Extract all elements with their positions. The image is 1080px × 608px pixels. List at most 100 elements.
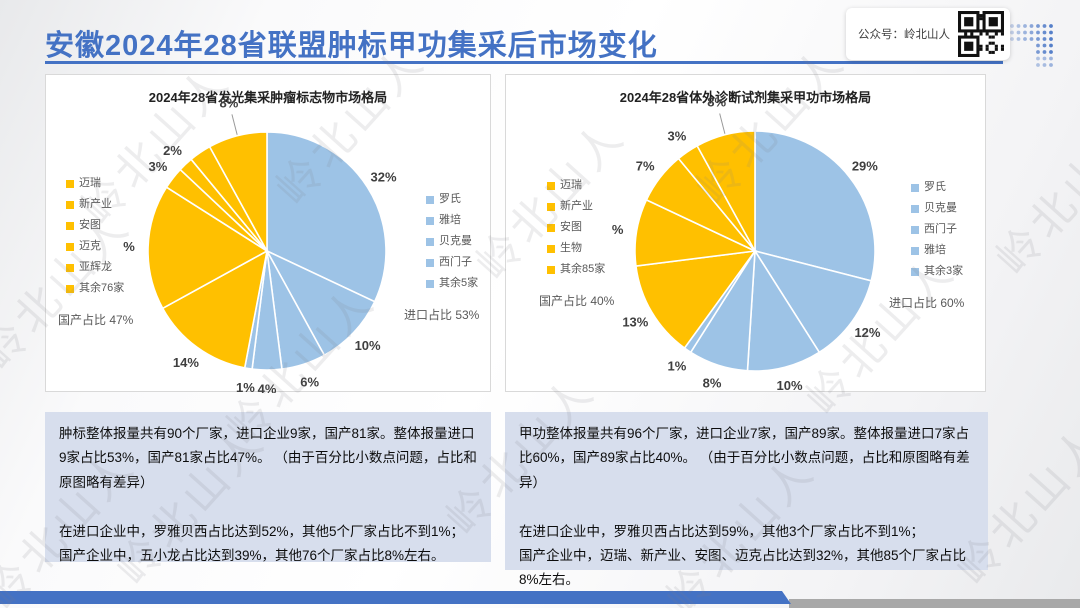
pie-chart-tumor-markers: 32% 10% 6% 4%1% 14%% 3%2% 8% <box>123 95 397 394</box>
pie-data-label: 8% <box>707 94 726 109</box>
pie-data-label: 1% <box>236 380 255 393</box>
legend-item-label: 其余85家 <box>560 263 606 275</box>
legend-domestic: 迈瑞 新产业 安图 迈克 亚辉龙 其余76家 国产占比 47% <box>58 177 133 328</box>
decoration-dot <box>1036 56 1040 61</box>
decoration-dot <box>1023 37 1027 41</box>
legend-item-新产业: 新产业 <box>58 198 133 211</box>
decoration-dot <box>1049 50 1053 54</box>
legend-swatch-icon <box>426 216 434 225</box>
decoration-dot <box>1036 43 1040 48</box>
decoration-dot <box>1042 43 1047 48</box>
legend-item-label: 雅培 <box>439 214 461 226</box>
pie-slice-迈瑞 <box>161 249 269 369</box>
pie-data-label: 29% <box>852 158 878 173</box>
legend-item-label: 雅培 <box>924 244 946 256</box>
chart-title: 2024年28省体外诊断试剂集采甲功市场格局 <box>619 90 872 105</box>
legend-item-label: 罗氏 <box>439 193 461 205</box>
title-underline <box>45 61 1003 64</box>
pie-chart-thyroid: 29% 12% 10% 8% 1% 13%% 7% 3% 8% <box>612 94 881 393</box>
pie-data-label: 3% <box>149 159 168 174</box>
pie-data-label: 4% <box>258 382 277 394</box>
footer-accent-bar <box>0 591 791 604</box>
decoration-dot <box>1029 24 1034 28</box>
legend-swatch-icon <box>66 284 74 293</box>
legend-item-新产业: 新产业 <box>539 200 614 213</box>
pie-data-label: 12% <box>854 325 880 340</box>
legend-swatch-icon <box>426 237 434 246</box>
pie-data-label: % <box>612 222 624 237</box>
legend-item-其余76家: 其余76家 <box>58 282 133 295</box>
decoration-dot <box>1036 50 1040 54</box>
legend-swatch-icon <box>66 221 74 230</box>
decoration-dot <box>1010 24 1014 28</box>
note-paragraph: 在进口企业中，罗雅贝西占比达到52%，其他5个厂家占比不到1%； 国产企业中，五… <box>59 523 465 564</box>
pie-data-label: 10% <box>777 378 803 393</box>
decoration-dot <box>1042 50 1047 54</box>
legend-item-label: 罗氏 <box>924 181 946 193</box>
legend-item-label: 西门子 <box>439 256 472 268</box>
legend-swatch-icon <box>911 267 919 276</box>
legend-item-罗氏: 罗氏 <box>404 193 479 206</box>
decoration-dot <box>1016 30 1021 35</box>
decoration-dot <box>1042 56 1047 61</box>
legend-item-label: 新产业 <box>79 198 112 210</box>
legend-swatch-icon <box>547 223 555 232</box>
decoration-dot <box>1042 24 1047 28</box>
legend-item-迈瑞: 迈瑞 <box>58 177 133 190</box>
legend-item-其余5家: 其余5家 <box>404 277 479 290</box>
decoration-dot <box>1016 37 1021 41</box>
decoration-dot <box>1049 37 1053 41</box>
decoration-dot <box>1029 30 1034 35</box>
note-paragraph: 甲功整体报量共有96个厂家，进口企业7家，国产89家。整体报量进口7家占比60%… <box>519 426 970 490</box>
decoration-dot <box>1023 30 1027 35</box>
pie-data-label: 8% <box>703 376 722 391</box>
decoration-dot <box>1049 43 1053 48</box>
legend-item-label: 安图 <box>560 221 582 233</box>
footer-gray-bar <box>789 599 1080 608</box>
pie-data-label: 8% <box>220 95 239 110</box>
pie-slice-雅培 <box>265 249 376 357</box>
decoration-dot <box>1036 24 1040 28</box>
pie-data-label: 32% <box>371 170 397 185</box>
decoration-dot <box>1010 37 1014 41</box>
pie-slice-贝克曼 <box>753 249 873 354</box>
legend-swatch-icon <box>911 225 919 234</box>
pie-slice-西门子 <box>746 248 821 372</box>
pie-slice-罗氏 <box>754 130 876 282</box>
legend-item-label: 生物 <box>560 242 582 254</box>
pie-data-label: 3% <box>667 129 686 144</box>
pie-slice-罗氏 <box>266 131 387 303</box>
dot-grid-decoration <box>1010 24 1053 67</box>
legend-swatch-icon <box>547 181 555 190</box>
legend-item-西门子: 西门子 <box>889 223 964 236</box>
legend-swatch-icon <box>66 263 74 272</box>
decoration-dot <box>1042 63 1047 67</box>
legend-item-label: 迈克 <box>79 240 101 252</box>
pie-slice-新产业 <box>147 186 269 310</box>
chart-panel-thyroid: 2024年28省体外诊断试剂集采甲功市场格局 29% 12% 10% 8% 1% 13%%… <box>505 74 986 393</box>
pie-slice-其余85家 <box>696 130 756 252</box>
decoration-dot <box>1049 24 1053 28</box>
legend-item-label: 安图 <box>79 219 101 231</box>
legend-swatch-icon <box>547 202 555 211</box>
legend-item-安图: 安图 <box>539 221 614 234</box>
legend-swatch-icon <box>911 246 919 255</box>
legend-item-label: 迈瑞 <box>79 177 101 189</box>
legend-item-其余3家: 其余3家 <box>889 265 964 278</box>
legend-item-其余85家: 其余85家 <box>539 263 614 276</box>
qr-code-icon <box>958 11 1004 57</box>
legend-swatch-icon <box>66 200 74 209</box>
chart-panel-tumor-markers: 2024年28省发光集采肿瘤标志物市场格局 32% 10% 6% 4% 1% 14%% 3%… <box>45 74 491 394</box>
legend-swatch-icon <box>911 204 919 213</box>
pie-slice-其余76家 <box>208 131 268 252</box>
legend-swatch-icon <box>547 244 555 253</box>
pie-data-label: 2% <box>163 143 182 158</box>
pie-data-label: 6% <box>300 375 319 390</box>
import-share-label: 进口占比 60% <box>889 296 965 310</box>
decoration-dot <box>1042 30 1047 35</box>
wechat-account-label: 公众号：岭北山人 <box>858 29 950 41</box>
chart-title: 2024年28省发光集采肿瘤标志物市场格局 <box>148 90 388 105</box>
legend-import: 罗氏 雅培 贝克曼 西门子 其余5家 进口占比 53% <box>404 193 479 323</box>
decoration-dot <box>1029 37 1034 41</box>
